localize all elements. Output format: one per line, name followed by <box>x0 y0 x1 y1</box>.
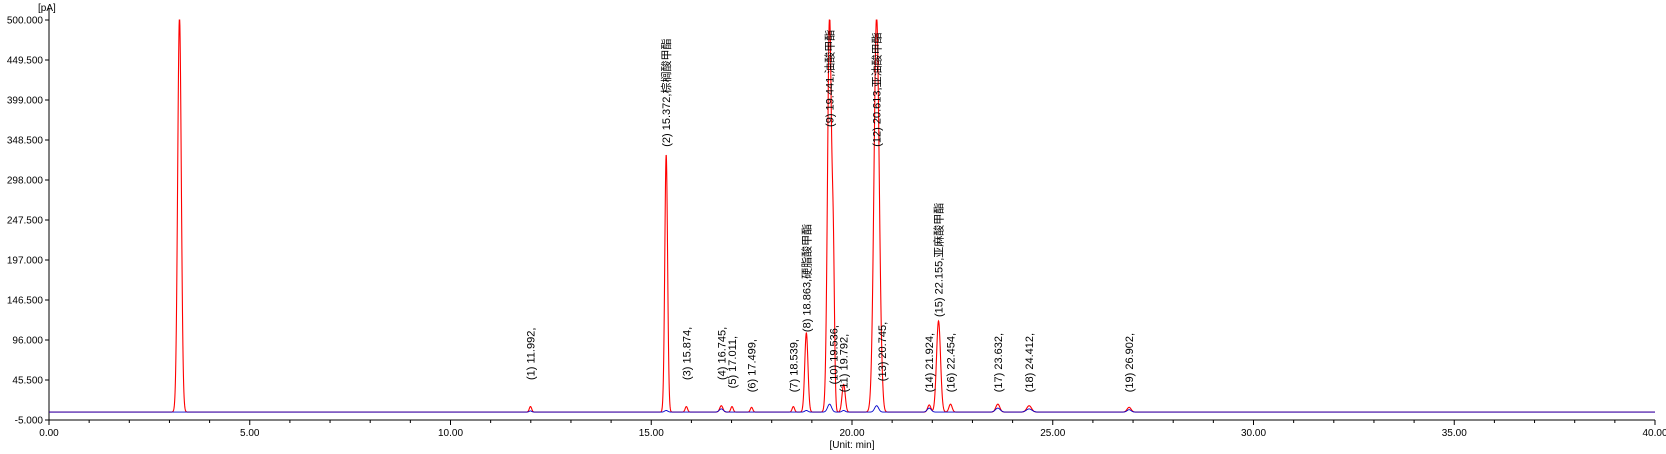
peak-label: (19) 26.902, <box>1124 333 1136 392</box>
series-line-1 <box>49 19 1655 413</box>
peak-label: (2) 15.372,棕榈酸甲酯 <box>659 39 673 147</box>
x-tick-label: 20.00 <box>839 428 864 439</box>
y-tick-label: 399.000 <box>7 96 44 107</box>
peak-label: (3) 15.874, <box>681 327 693 380</box>
y-tick-label: 45.500 <box>12 376 43 387</box>
x-tick-label: 35.00 <box>1442 428 1467 439</box>
x-tick-label: 5.00 <box>240 428 260 439</box>
x-unit-label: [Unit: min] <box>829 440 874 451</box>
y-tick-label: 247.500 <box>7 216 44 227</box>
peak-label: (1) 11.992, <box>525 328 537 380</box>
annotation-layer: (1) 11.992, (2) 15.372,棕榈酸甲酯 (3) 15.874, (4… <box>525 30 1136 393</box>
axes <box>48 8 1655 421</box>
y-ticks: -5.000 45.500 96.000 146.500 197.000 247.500 2… <box>7 16 49 427</box>
x-tick-label: 15.00 <box>639 428 664 439</box>
y-tick-label: 146.500 <box>7 296 44 307</box>
peak-label: (15) 22.155,亚麻酸甲酯 <box>932 203 946 317</box>
series-line-2 <box>49 403 1655 413</box>
x-tick-label: 0.00 <box>39 428 59 439</box>
peak-label: (16) 22.454, <box>946 333 958 392</box>
peak-label: (18) 24.412, <box>1024 333 1036 392</box>
peak-label: (12) 20.613,亚油酸甲酯 <box>870 32 884 146</box>
peak-label: (9) 19.441,油酸甲酯 <box>823 30 837 127</box>
peak-label: (14) 21.924, <box>924 333 936 392</box>
x-tick-label: 25.00 <box>1040 428 1065 439</box>
peak-label: (6) 17.499, <box>747 339 759 392</box>
peak-label: (8) 18.863,硬脂酸甲酯 <box>799 224 813 332</box>
x-tick-label: 40.00 <box>1642 428 1666 439</box>
peak-label: (10) 19.536, <box>828 325 840 384</box>
peak-label: (17) 23.632, <box>993 333 1005 392</box>
y-tick-label: -5.000 <box>15 416 44 427</box>
x-ticks: 0.00 5.00 10.00 15.00 20.00 25.00 30.00 35.00 40… <box>39 420 1666 439</box>
y-tick-label: 500.000 <box>7 16 44 27</box>
series-layer <box>49 19 1655 413</box>
peak-label: (7) 18.539, <box>788 339 800 392</box>
x-tick-label: 10.00 <box>438 428 463 439</box>
x-tick-label: 30.00 <box>1241 428 1266 439</box>
y-tick-label: 96.000 <box>12 336 43 347</box>
y-unit-label: [pA] <box>38 3 56 14</box>
peak-label: (11) 19.792, <box>839 334 851 393</box>
y-tick-label: 348.500 <box>7 136 44 147</box>
y-tick-label: 298.000 <box>7 176 44 187</box>
peak-label: (4) 16.745, <box>716 327 728 380</box>
peak-label: (13) 20.745, <box>877 322 889 381</box>
y-tick-label: 449.500 <box>7 56 44 67</box>
peak-label: (5) 17.011, <box>727 336 739 388</box>
y-tick-label: 197.000 <box>7 256 44 267</box>
